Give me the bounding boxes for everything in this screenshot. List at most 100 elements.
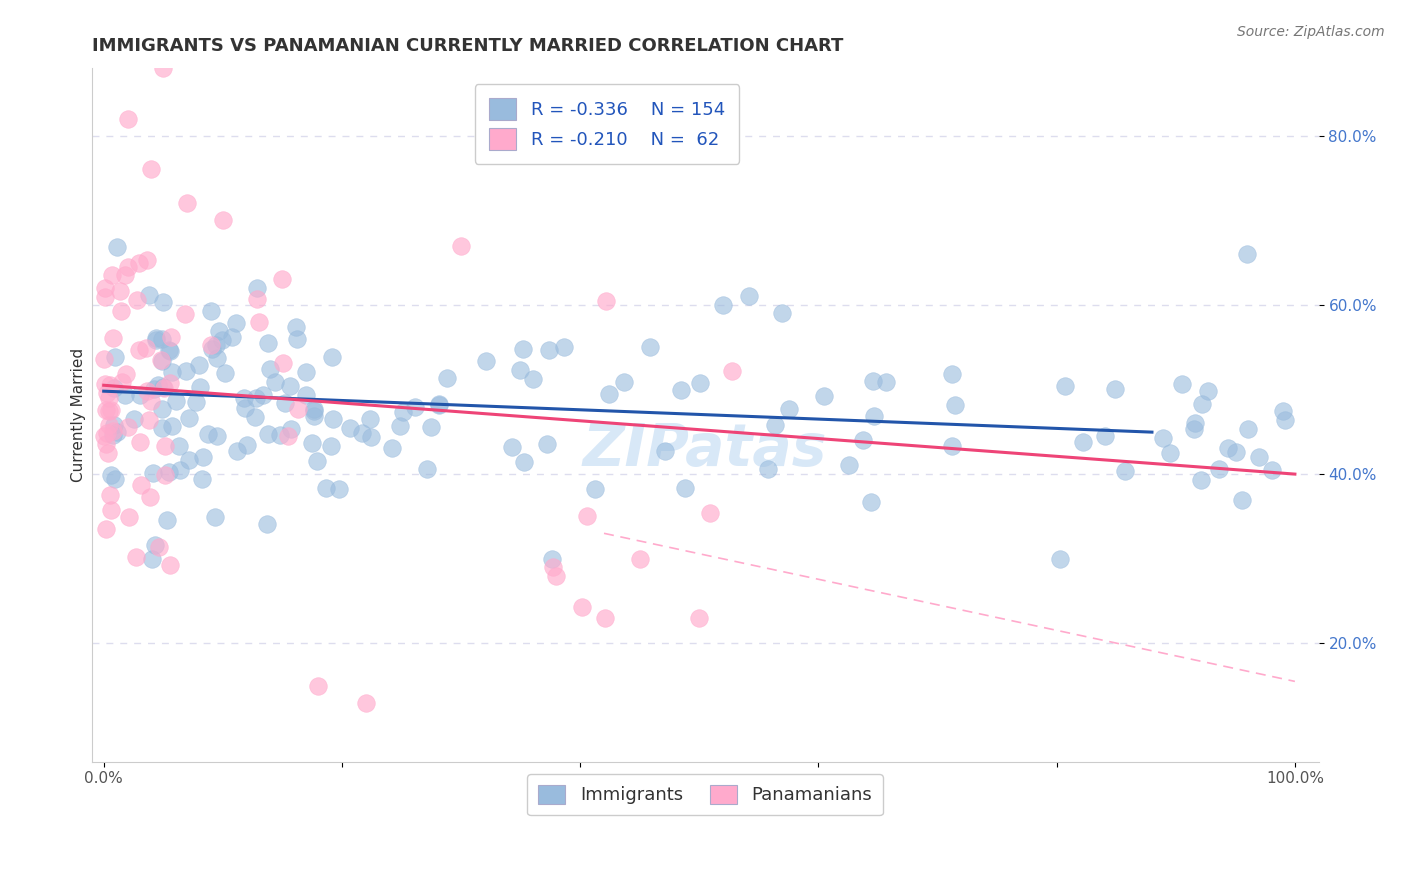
- Point: [1104, 382, 1126, 396]
- Point: [153, 381, 176, 395]
- Point: [512, 343, 534, 357]
- Point: [104, 350, 127, 364]
- Point: [322, 412, 344, 426]
- Point: [122, 412, 145, 426]
- Point: [1197, 384, 1219, 398]
- Point: [392, 405, 415, 419]
- Point: [420, 420, 443, 434]
- Point: [157, 343, 180, 358]
- Point: [263, 375, 285, 389]
- Point: [575, 509, 598, 524]
- Point: [103, 381, 125, 395]
- Point: [941, 367, 963, 381]
- Point: [145, 333, 167, 347]
- Point: [673, 481, 696, 495]
- Point: [174, 307, 197, 321]
- Point: [128, 343, 150, 358]
- Point: [128, 255, 150, 269]
- Point: [190, 472, 212, 486]
- Point: [613, 375, 636, 389]
- Point: [243, 410, 266, 425]
- Point: [360, 430, 382, 444]
- Point: [105, 425, 128, 440]
- Point: [501, 440, 523, 454]
- Point: [339, 421, 361, 435]
- Point: [97, 404, 120, 418]
- Point: [160, 419, 183, 434]
- Point: [1049, 551, 1071, 566]
- Point: [1271, 404, 1294, 418]
- Point: [150, 354, 173, 368]
- Point: [583, 482, 606, 496]
- Point: [207, 429, 229, 443]
- Point: [94, 290, 117, 304]
- Point: [271, 356, 294, 370]
- Point: [104, 472, 127, 486]
- Point: [98, 417, 121, 432]
- Point: [96, 425, 118, 440]
- Point: [720, 364, 742, 378]
- Point: [143, 538, 166, 552]
- Point: [1236, 247, 1258, 261]
- Point: [96, 402, 118, 417]
- Point: [200, 303, 222, 318]
- Point: [941, 439, 963, 453]
- Point: [295, 388, 318, 402]
- Point: [404, 400, 426, 414]
- Point: [669, 383, 692, 397]
- Point: [94, 437, 117, 451]
- Point: [148, 377, 170, 392]
- Point: [943, 398, 966, 412]
- Point: [152, 380, 174, 394]
- Point: [142, 382, 165, 396]
- Point: [200, 338, 222, 352]
- Text: IMMIGRANTS VS PANAMANIAN CURRENTLY MARRIED CORRELATION CHART: IMMIGRANTS VS PANAMANIAN CURRENTLY MARRI…: [91, 37, 844, 55]
- Text: ZIPatas: ZIPatas: [583, 421, 828, 478]
- Point: [204, 510, 226, 524]
- Point: [97, 446, 120, 460]
- Point: [117, 260, 139, 275]
- Point: [138, 288, 160, 302]
- Point: [235, 401, 257, 415]
- Point: [148, 540, 170, 554]
- Point: [117, 419, 139, 434]
- Point: [236, 438, 259, 452]
- Point: [302, 409, 325, 424]
- Point: [233, 391, 256, 405]
- Point: [211, 213, 233, 227]
- Point: [763, 418, 786, 433]
- Point: [101, 424, 124, 438]
- Point: [145, 331, 167, 345]
- Point: [150, 420, 173, 434]
- Point: [302, 403, 325, 417]
- Point: [197, 427, 219, 442]
- Point: [1274, 413, 1296, 427]
- Point: [598, 386, 620, 401]
- Point: [1094, 429, 1116, 443]
- Point: [350, 425, 373, 440]
- Point: [280, 422, 302, 436]
- Point: [321, 439, 343, 453]
- Point: [738, 289, 761, 303]
- Point: [98, 378, 121, 392]
- Point: [221, 330, 243, 344]
- Point: [1054, 378, 1077, 392]
- Point: [105, 239, 128, 253]
- Point: [225, 316, 247, 330]
- Point: [274, 396, 297, 410]
- Point: [1189, 473, 1212, 487]
- Point: [141, 162, 163, 177]
- Point: [176, 196, 198, 211]
- Point: [94, 376, 117, 391]
- Point: [538, 343, 561, 357]
- Point: [129, 388, 152, 402]
- Point: [174, 363, 197, 377]
- Point: [169, 463, 191, 477]
- Point: [159, 376, 181, 390]
- Point: [149, 352, 172, 367]
- Point: [165, 394, 187, 409]
- Point: [115, 367, 138, 381]
- Point: [1182, 421, 1205, 435]
- Point: [1184, 417, 1206, 431]
- Point: [711, 298, 734, 312]
